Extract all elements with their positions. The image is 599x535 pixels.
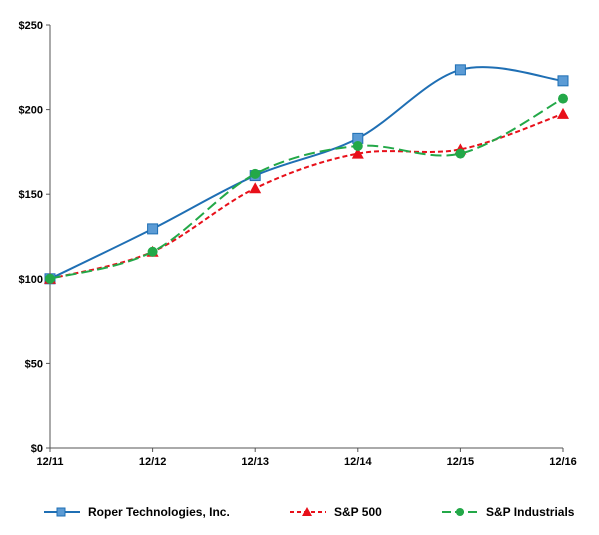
data-point-s-p-500-12-16 [557,107,569,119]
x-tick-label: 12/13 [241,456,269,468]
data-point-s-p-industrials-12-15 [455,148,466,159]
data-point-s-p-industrials-12-13 [250,168,261,179]
data-point-roper-technologies-inc-12-15 [454,64,466,76]
series-line [49,66,564,280]
legend-label-sp500: S&P 500 [334,505,382,519]
data-point-s-p-500-12-14 [351,147,364,159]
data-point-s-p-industrials-12-14 [352,140,363,151]
legend-item-roper[interactable]: Roper Technologies, Inc. [42,500,230,524]
legend-label-sp-industrials: S&P Industrials [486,505,575,519]
series-line [49,112,564,280]
y-tick-label: $100 [19,274,43,286]
y-tick-label: $50 [25,358,43,370]
y-tick-label: $150 [19,189,43,201]
x-tick-label: 12/11 [37,456,64,468]
legend: Roper Technologies, Inc. S&P 500 S&P Ind… [0,500,599,524]
series-line [49,97,564,280]
legend-label-roper: Roper Technologies, Inc. [88,505,230,519]
y-axis-ticks: $0 $50 $100 $150 $200 $250 [19,20,50,455]
series-s-p-industrials [45,93,568,284]
legend-item-sp-industrials[interactable]: S&P Industrials [440,500,574,524]
data-point-s-p-industrials-12-16 [558,93,568,104]
x-tick-label: 12/15 [447,456,475,468]
data-point-s-p-500-12-13 [249,182,262,194]
data-point-s-p-industrials-12-11 [45,273,55,284]
y-tick-label: $250 [19,20,43,32]
series-s-p-500 [44,107,569,284]
x-tick-label: 12/14 [344,456,372,468]
series-roper-technologies-inc [44,64,569,285]
y-tick-label: $0 [31,443,43,455]
x-tick-label: 12/12 [139,456,167,468]
x-axis-ticks: 12/11 12/12 12/13 12/14 12/15 12/16 [37,448,577,468]
x-tick-label: 12/16 [549,456,577,468]
line-chart: $0$50$100$150$200$250 12/11 12/12 12/13 12/… [19,20,577,468]
circle-marker-icon [442,508,478,516]
series-layer [44,64,569,285]
triangle-marker-icon [290,507,326,516]
data-point-s-p-industrials-12-12 [147,246,158,257]
legend-item-sp500[interactable]: S&P 500 [288,500,382,524]
square-marker-icon [44,507,80,517]
y-tick-label: $200 [19,105,43,117]
data-point-roper-technologies-inc-12-16 [557,75,569,87]
data-point-roper-technologies-inc-12-12 [147,223,159,235]
